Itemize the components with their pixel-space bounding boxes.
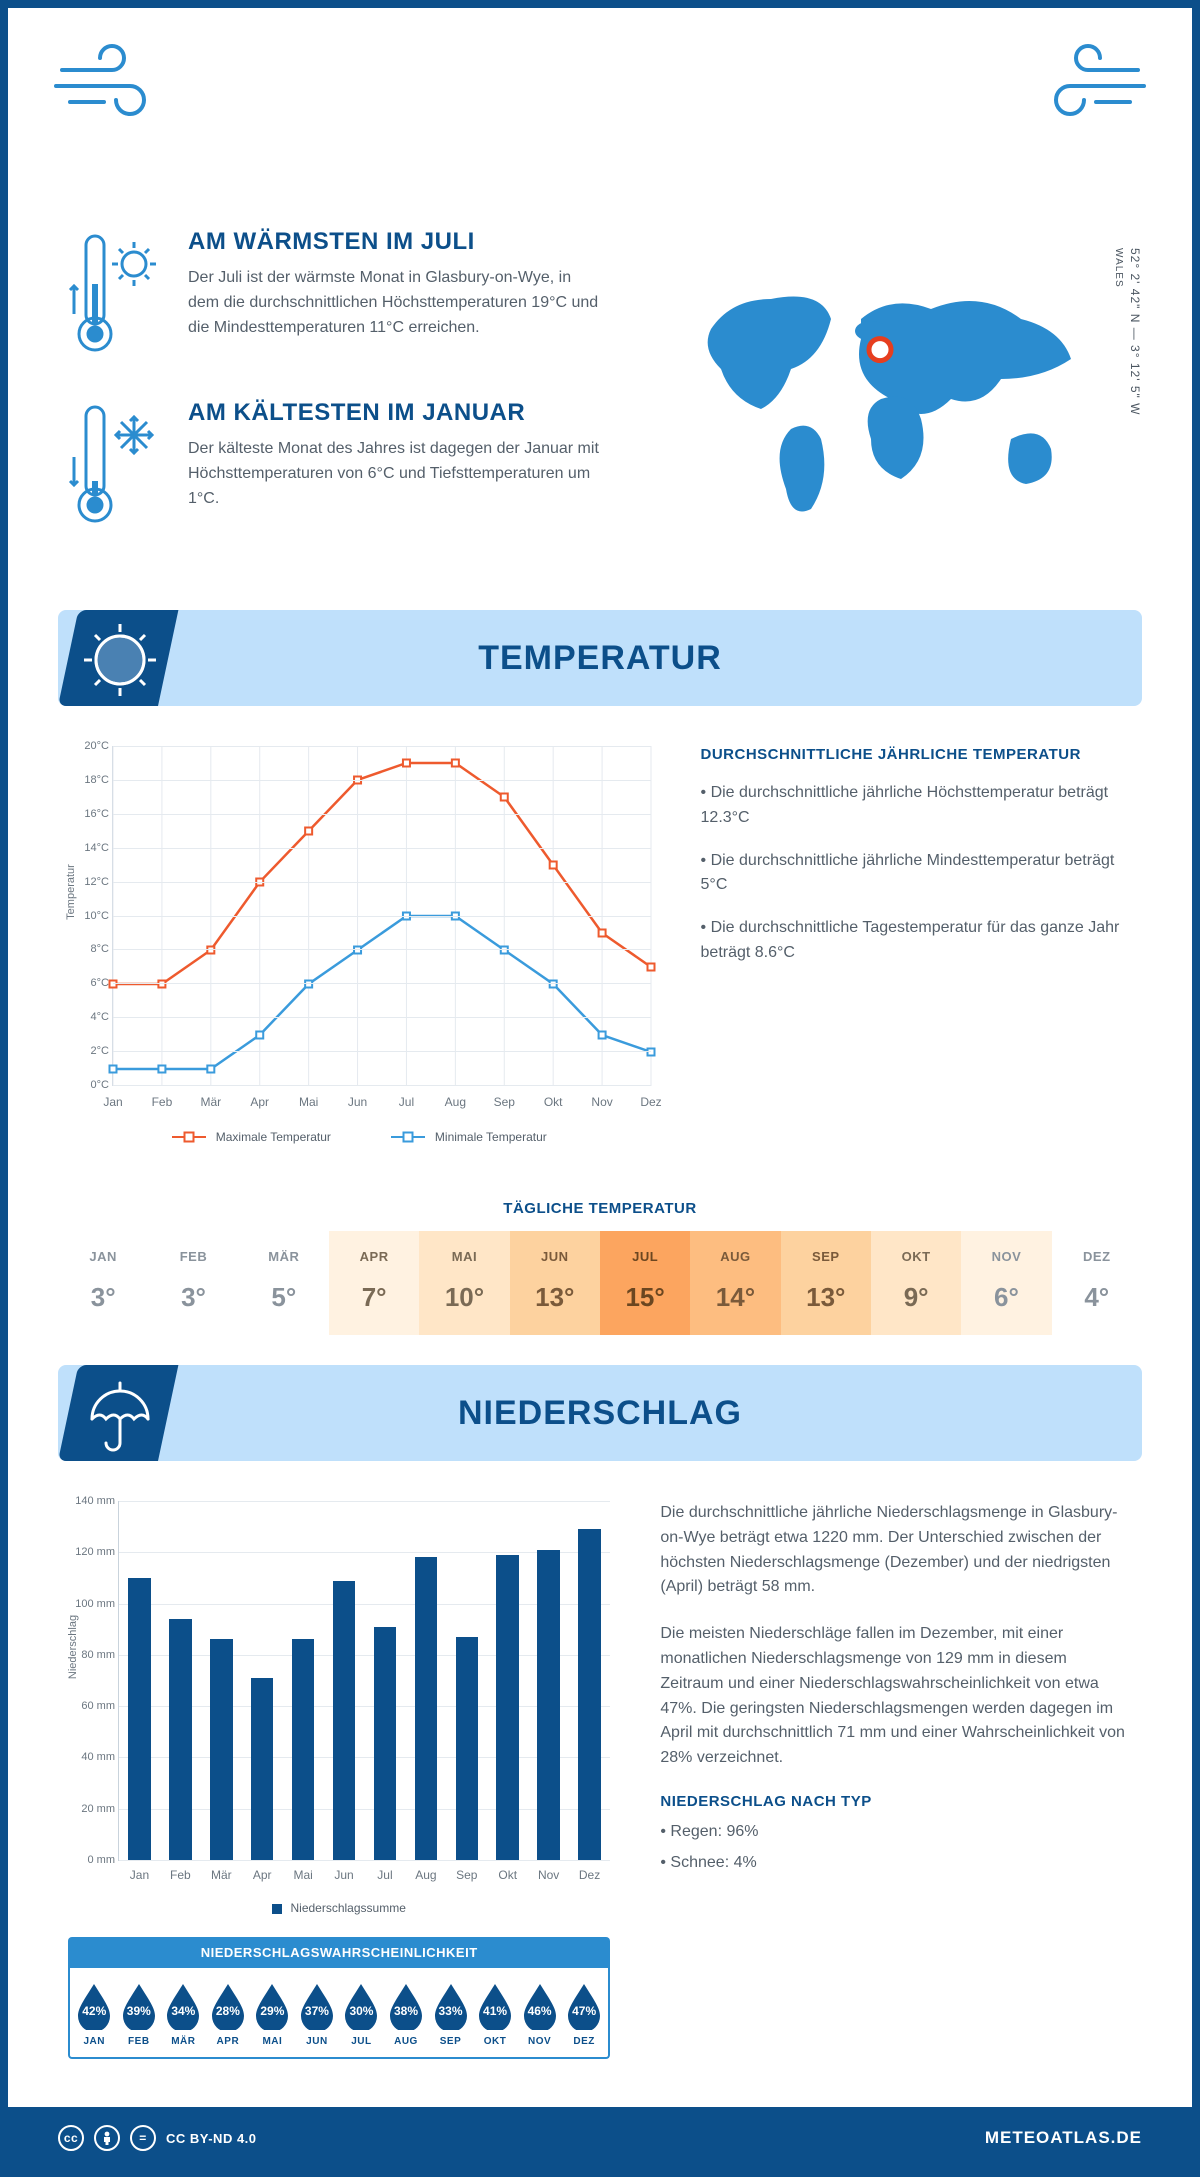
wind-icon: [52, 42, 172, 127]
daily-temp-cell: FEB3°: [148, 1231, 238, 1335]
daily-temp-cell: MÄR5°: [239, 1231, 329, 1335]
precipitation-section-header: NIEDERSCHLAG: [58, 1365, 1142, 1461]
probability-cell: 38%AUG: [384, 1982, 429, 2047]
precipitation-chart: Niederschlag 0 mm20 mm40 mm60 mm80 mm100…: [118, 1501, 610, 1861]
probability-title: NIEDERSCHLAGSWAHRSCHEINLICHKEIT: [68, 1937, 610, 1968]
precip-bar: [374, 1627, 397, 1860]
page-title: GLASBURY-ON-WYE: [356, 62, 844, 116]
coldest-text: Der kälteste Monat des Jahres ist dagege…: [188, 437, 599, 511]
precipitation-side-text: Die durchschnittliche jährliche Niedersc…: [660, 1501, 1132, 2059]
cc-icon: cc: [58, 2125, 84, 2151]
probability-cell: 46%NOV: [517, 1982, 562, 2047]
precip-type-bullet: • Regen: 96%: [660, 1820, 1132, 1845]
precip-bar: [415, 1557, 438, 1860]
precip-y-axis-label: Niederschlag: [67, 1614, 79, 1678]
probability-cell: 34%MÄR: [161, 1982, 206, 2047]
intro-text-column: AM WÄRMSTEN IM JULI Der Juli ist der wär…: [68, 228, 599, 570]
warmest-title: AM WÄRMSTEN IM JULI: [188, 228, 599, 256]
temperature-chart: Temperatur 0°C2°C4°C6°C8°C10°C12°C14°C16…: [68, 746, 651, 1144]
probability-cell: 42%JAN: [72, 1982, 117, 2047]
thermometer-cold-icon: [68, 399, 168, 534]
probability-cell: 39%FEB: [117, 1982, 162, 2047]
daily-temp-cell: NOV6°: [961, 1231, 1051, 1335]
probability-cell: 37%JUN: [295, 1982, 340, 2047]
world-map-block: WALES 52° 2' 42" N — 3° 12' 5" W: [649, 228, 1132, 570]
daily-temp-row: JAN3°FEB3°MÄR5°APR7°MAI10°JUN13°JUL15°AU…: [8, 1231, 1192, 1355]
precip-bar: [210, 1639, 233, 1860]
precip-type-title: NIEDERSCHLAG NACH TYP: [660, 1793, 1132, 1810]
header-banner: GLASBURY-ON-WYE VEREINIGTES KÖNIGREICH: [8, 8, 1192, 218]
temp-side-title: DURCHSCHNITTLICHE JÄHRLICHE TEMPERATUR: [701, 746, 1132, 763]
sun-icon: [78, 618, 162, 707]
daily-temp-cell: SEP13°: [781, 1231, 871, 1335]
license-block: cc = CC BY-ND 4.0: [58, 2125, 257, 2151]
temp-legend: Maximale Temperatur Minimale Temperatur: [68, 1130, 651, 1144]
by-icon: [94, 2125, 120, 2151]
daily-temp-title: TÄGLICHE TEMPERATUR: [8, 1200, 1192, 1217]
precip-bar: [292, 1639, 315, 1860]
warmest-block: AM WÄRMSTEN IM JULI Der Juli ist der wär…: [68, 228, 599, 363]
daily-temp-cell: OKT9°: [871, 1231, 961, 1335]
site-name: METEOATLAS.DE: [985, 2128, 1142, 2148]
coldest-title: AM KÄLTESTEN IM JANUAR: [188, 399, 599, 427]
daily-temp-cell: DEZ4°: [1052, 1231, 1142, 1335]
probability-cell: 47%DEZ: [562, 1982, 607, 2047]
precipitation-title: NIEDERSCHLAG: [58, 1394, 1142, 1433]
daily-temp-cell: JAN3°: [58, 1231, 148, 1335]
precip-legend-label: Niederschlagssumme: [290, 1901, 405, 1915]
precip-paragraph: Die durchschnittliche jährliche Niedersc…: [660, 1501, 1132, 1600]
probability-cell: 33%SEP: [428, 1982, 473, 2047]
temperature-title: TEMPERATUR: [58, 639, 1142, 678]
precip-legend: Niederschlagssumme: [68, 1901, 610, 1915]
precip-paragraph: Die meisten Niederschläge fallen im Deze…: [660, 1622, 1132, 1771]
daily-temp-cell: APR7°: [329, 1231, 419, 1335]
precip-bar: [128, 1578, 151, 1860]
wind-icon: [1028, 42, 1148, 127]
footer: cc = CC BY-ND 4.0 METEOATLAS.DE: [8, 2107, 1192, 2169]
probability-box: NIEDERSCHLAGSWAHRSCHEINLICHKEIT 42%JAN39…: [68, 1937, 610, 2059]
nd-icon: =: [130, 2125, 156, 2151]
precip-bar: [578, 1529, 601, 1860]
daily-temp-cell: AUG14°: [690, 1231, 780, 1335]
precip-bar: [537, 1550, 560, 1860]
temp-bullet: • Die durchschnittliche jährliche Höchst…: [701, 781, 1132, 831]
page-subtitle: VEREINIGTES KÖNIGREICH: [356, 126, 844, 142]
precip-bar: [333, 1581, 356, 1861]
legend-min-label: Minimale Temperatur: [435, 1130, 547, 1144]
umbrella-icon: [78, 1373, 162, 1462]
probability-cell: 28%APR: [206, 1982, 251, 2047]
temperature-side-text: DURCHSCHNITTLICHE JÄHRLICHE TEMPERATUR •…: [701, 746, 1132, 1144]
coordinates: 52° 2' 42" N — 3° 12' 5" W: [1128, 248, 1142, 415]
warmest-text: Der Juli ist der wärmste Monat in Glasbu…: [188, 266, 599, 340]
probability-cell: 30%JUL: [339, 1982, 384, 2047]
precipitation-body: Niederschlag 0 mm20 mm40 mm60 mm80 mm100…: [8, 1491, 1192, 2079]
temperature-body: Temperatur 0°C2°C4°C6°C8°C10°C12°C14°C16…: [8, 736, 1192, 1174]
precip-bar: [456, 1637, 479, 1860]
coldest-block: AM KÄLTESTEN IM JANUAR Der kälteste Mona…: [68, 399, 599, 534]
temp-bullet: • Die durchschnittliche Tagestemperatur …: [701, 916, 1132, 966]
region-label: WALES: [1113, 248, 1124, 288]
license-text: CC BY-ND 4.0: [166, 2131, 257, 2146]
precip-bar: [169, 1619, 192, 1860]
temperature-section-header: TEMPERATUR: [58, 610, 1142, 706]
daily-temp-cell: MAI10°: [419, 1231, 509, 1335]
thermometer-hot-icon: [68, 228, 168, 363]
world-map-icon: [671, 269, 1111, 529]
legend-max-label: Maximale Temperatur: [216, 1130, 331, 1144]
daily-temp-cell: JUN13°: [510, 1231, 600, 1335]
daily-temp-cell: JUL15°: [600, 1231, 690, 1335]
precip-type-bullet: • Schnee: 4%: [660, 1851, 1132, 1876]
title-ribbon: GLASBURY-ON-WYE VEREINIGTES KÖNIGREICH: [246, 44, 954, 166]
intro-section: AM WÄRMSTEN IM JULI Der Juli ist der wär…: [8, 218, 1192, 600]
precip-bar: [496, 1555, 519, 1860]
probability-cell: 41%OKT: [473, 1982, 518, 2047]
precip-bar: [251, 1678, 274, 1860]
precipitation-left: Niederschlag 0 mm20 mm40 mm60 mm80 mm100…: [68, 1501, 610, 2059]
probability-cell: 29%MAI: [250, 1982, 295, 2047]
temp-bullet: • Die durchschnittliche jährliche Mindes…: [701, 849, 1132, 899]
page: GLASBURY-ON-WYE VEREINIGTES KÖNIGREICH A…: [0, 0, 1200, 2177]
